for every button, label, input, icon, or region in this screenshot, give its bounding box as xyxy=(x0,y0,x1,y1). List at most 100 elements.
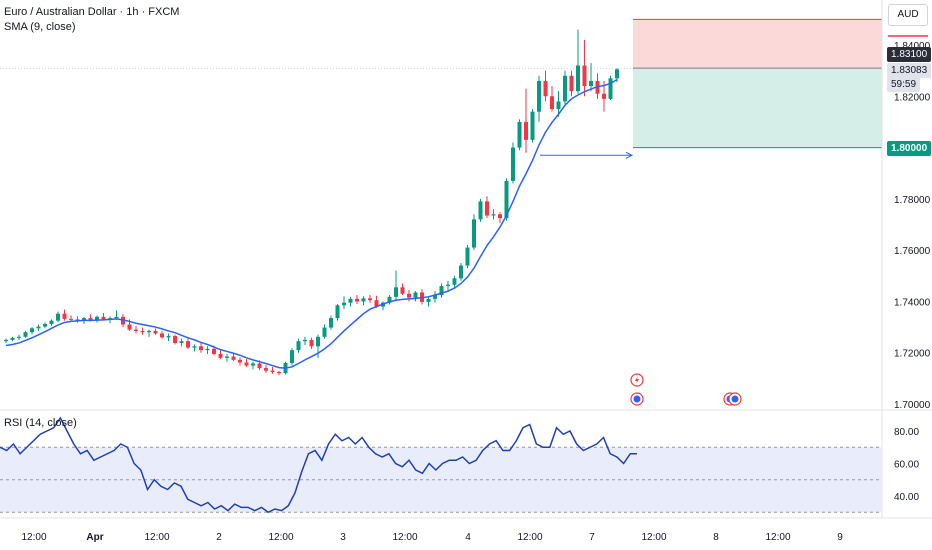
candle xyxy=(569,70,574,97)
candle xyxy=(472,214,476,251)
candle xyxy=(10,336,15,342)
candle xyxy=(290,348,294,366)
rsi-legend[interactable]: RSI (14, close) xyxy=(4,417,77,429)
symbol-legend[interactable]: Euro / Australian Dollar · 1h · FXCM xyxy=(4,6,180,18)
candle xyxy=(153,328,158,335)
candle xyxy=(342,296,346,310)
candle xyxy=(368,295,372,303)
candle xyxy=(309,337,314,349)
candle xyxy=(400,283,405,296)
candle xyxy=(556,91,561,117)
candle xyxy=(30,327,34,335)
candle xyxy=(387,295,392,305)
candle xyxy=(329,315,333,330)
grid xyxy=(0,0,932,519)
candle xyxy=(36,324,41,331)
time-tick: 8 xyxy=(713,532,719,543)
rsi-line xyxy=(0,416,637,514)
candle xyxy=(524,88,528,153)
candle xyxy=(355,295,359,304)
candles xyxy=(4,29,619,376)
candle xyxy=(238,357,242,366)
candle xyxy=(225,353,229,362)
candle xyxy=(264,365,268,373)
sma-legend[interactable]: SMA (9, close) xyxy=(4,21,76,33)
time-tick: 12:00 xyxy=(517,532,542,543)
candle xyxy=(608,75,613,101)
candle xyxy=(173,334,177,345)
candle xyxy=(179,338,184,347)
sma-line xyxy=(5,78,618,369)
rsi-pane xyxy=(0,416,882,514)
take-profit-zone[interactable] xyxy=(633,68,882,148)
time-tick: 7 xyxy=(589,532,595,543)
candle xyxy=(218,350,223,360)
time-tick: Apr xyxy=(86,532,103,543)
candle xyxy=(199,342,203,353)
currency-selector[interactable]: AUD xyxy=(888,4,928,26)
candle xyxy=(205,346,210,354)
stop-loss-zone[interactable] xyxy=(633,19,882,69)
candle xyxy=(186,338,190,349)
axes: 1.84000 1.82000 1.78000 1.76000 1.74000 1.720… xyxy=(21,35,931,543)
lightning-event-icon[interactable] xyxy=(630,373,644,387)
candle xyxy=(413,291,418,302)
time-tick: 12:00 xyxy=(765,532,790,543)
candle xyxy=(62,309,67,321)
position-zones[interactable] xyxy=(0,18,882,159)
candle xyxy=(160,330,164,339)
candle xyxy=(4,338,8,343)
candle xyxy=(433,291,437,303)
time-tick: 4 xyxy=(465,532,471,543)
price-tick: 1.76000 xyxy=(894,246,931,257)
candle xyxy=(335,303,340,321)
candle xyxy=(491,209,496,220)
candle xyxy=(498,212,502,224)
au-event-icon[interactable] xyxy=(728,392,742,406)
candle xyxy=(511,142,515,184)
eu-event-icon[interactable] xyxy=(630,392,644,406)
candle xyxy=(134,325,138,334)
candle xyxy=(530,109,535,143)
candle xyxy=(452,275,457,288)
candle xyxy=(56,311,60,323)
candle xyxy=(485,196,489,219)
candle xyxy=(140,327,145,335)
time-tick: 3 xyxy=(340,532,346,543)
candle xyxy=(576,29,580,94)
candle xyxy=(517,119,522,151)
candle xyxy=(43,322,47,329)
candle xyxy=(361,296,366,306)
rsi-tick: 60.00 xyxy=(894,460,919,471)
candle xyxy=(303,336,307,346)
candle xyxy=(322,324,327,339)
candle xyxy=(459,262,463,281)
candle xyxy=(95,315,99,323)
sma-polyline xyxy=(5,78,618,369)
candle xyxy=(537,75,541,122)
candle xyxy=(446,280,450,292)
candle xyxy=(589,62,593,92)
ray-arrow-icon xyxy=(625,151,634,159)
candle xyxy=(192,344,197,352)
candle xyxy=(550,86,554,112)
event-markers[interactable] xyxy=(630,373,742,406)
current-price-label: 1.83083 xyxy=(887,63,932,78)
price-tick: 1.82000 xyxy=(894,92,931,103)
price-tick: 1.78000 xyxy=(894,195,931,206)
candle xyxy=(426,296,431,307)
time-tick: 12:00 xyxy=(21,532,46,543)
candle xyxy=(439,283,444,298)
tp-price-label: 1.83100 xyxy=(887,47,932,62)
candle xyxy=(563,70,567,104)
candle xyxy=(49,319,54,326)
candle xyxy=(147,329,151,337)
candle xyxy=(166,333,171,342)
candle xyxy=(504,178,509,221)
candle xyxy=(348,296,353,307)
candle xyxy=(270,366,275,374)
candle xyxy=(231,352,236,361)
candle xyxy=(465,245,470,269)
time-tick: 2 xyxy=(216,532,222,543)
